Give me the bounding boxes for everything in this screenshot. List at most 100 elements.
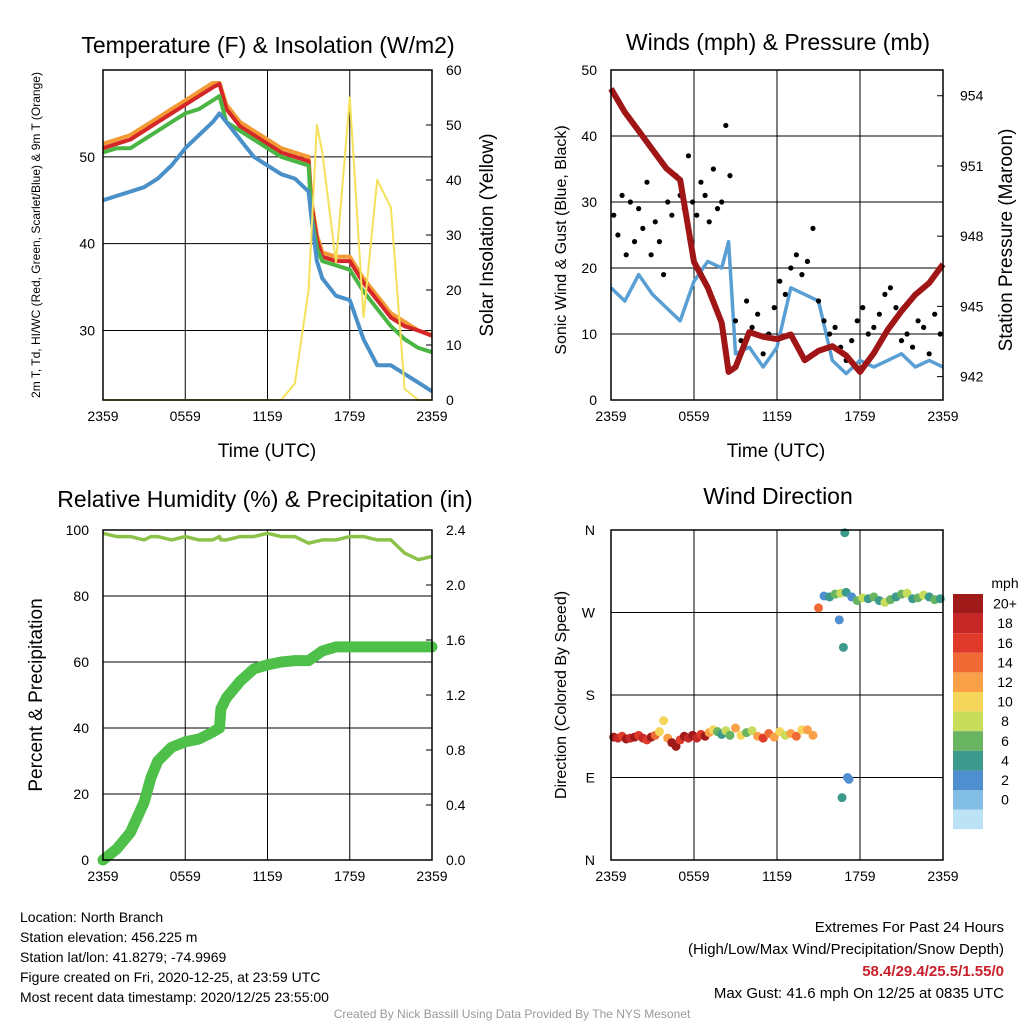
latlon-text: Station lat/lon: 41.8279; -74.9969 xyxy=(20,949,227,965)
y-tick-label: 0 xyxy=(81,852,89,868)
gust-point xyxy=(698,179,704,185)
gust-point xyxy=(832,324,838,330)
gust-point xyxy=(723,122,729,129)
y-right-axis-label: Solar Insolation (Yellow) xyxy=(477,133,498,336)
gust-point xyxy=(706,219,712,225)
chart-title: Relative Humidity (%) & Precipitation (i… xyxy=(57,486,472,512)
legend-swatch xyxy=(953,692,983,712)
y-right-tick-label: 942 xyxy=(960,369,984,385)
gust-point xyxy=(631,239,638,245)
y-axis-label: Direction (Colored By Speed) xyxy=(553,591,570,799)
y-tick-label: S xyxy=(586,687,595,703)
plot-border xyxy=(610,69,944,401)
x-tick-label: 2359 xyxy=(416,868,447,884)
y-tick-label: 40 xyxy=(581,128,597,144)
y-right-tick-label: 0.0 xyxy=(446,852,466,868)
gust-point xyxy=(760,351,766,357)
y-right-tick-label: 1.2 xyxy=(446,687,466,703)
gust-point xyxy=(656,239,663,245)
gust-point xyxy=(921,324,927,330)
gust-point xyxy=(623,252,629,258)
gust-point xyxy=(690,199,696,205)
gust-point xyxy=(743,298,750,304)
y-right-tick-label: 0 xyxy=(446,392,454,408)
legend-label: 8 xyxy=(1001,713,1009,729)
temp9m-line xyxy=(102,81,433,337)
legend-label: 4 xyxy=(1001,752,1009,768)
credit-text: Created By Nick Bassill Using Data Provi… xyxy=(333,1007,691,1021)
y-right-tick-label: 954 xyxy=(960,88,984,104)
legend-swatch xyxy=(953,750,983,771)
gust-point xyxy=(882,291,888,297)
legend-label: 12 xyxy=(997,674,1013,690)
gust-point xyxy=(793,252,799,258)
gust-point xyxy=(915,318,921,324)
y-tick-label: N xyxy=(585,522,595,538)
chart-title: Winds (mph) & Pressure (mb) xyxy=(626,29,930,55)
gust-point xyxy=(727,173,733,179)
pressure-line xyxy=(608,87,946,375)
direction-point xyxy=(808,730,818,740)
x-tick-label: 0559 xyxy=(678,408,709,424)
gust-point xyxy=(865,331,871,337)
gust-point xyxy=(926,351,932,357)
x-tick-label: 2359 xyxy=(87,408,118,424)
legend-swatch xyxy=(953,594,983,614)
heat_index-line xyxy=(102,94,433,355)
y-tick-label: W xyxy=(582,605,596,621)
legend-label: 18 xyxy=(997,615,1013,631)
gust-point xyxy=(755,311,761,317)
x-tick-label: 1759 xyxy=(844,408,875,424)
humidity-line xyxy=(102,531,433,562)
y-tick-label: 10 xyxy=(581,326,597,342)
wind-line xyxy=(609,239,944,376)
gust-point xyxy=(849,338,855,344)
direction-point xyxy=(659,716,669,726)
x-tick-label: 2359 xyxy=(595,408,626,424)
x-tick-label: 1759 xyxy=(844,868,875,884)
gust-point xyxy=(619,192,625,198)
gust-point xyxy=(898,338,905,344)
direction-point xyxy=(814,603,823,613)
y-tick-label: 0 xyxy=(589,392,597,408)
y-tick-label: 60 xyxy=(73,654,89,670)
gust-point xyxy=(826,331,833,337)
extremes-values: 58.4/29.4/25.5/1.55/0 xyxy=(862,963,1004,980)
legend-label: 14 xyxy=(997,654,1013,670)
x-axis-label: Time (UTC) xyxy=(727,441,826,462)
y-axis-label: Percent & Precipitation xyxy=(26,598,47,791)
gust-point xyxy=(782,291,788,297)
legend-swatch xyxy=(953,809,983,830)
gust-point xyxy=(640,225,646,231)
location-text: Location: North Branch xyxy=(20,909,164,925)
legend-swatch xyxy=(953,731,983,751)
gust-point xyxy=(615,232,621,238)
gust-point xyxy=(876,311,882,317)
y-right-tick-label: 20 xyxy=(446,282,462,298)
gust-point xyxy=(719,199,725,205)
y-right-tick-label: 945 xyxy=(960,298,984,314)
x-tick-label: 2359 xyxy=(595,868,626,884)
gust-point xyxy=(669,212,675,218)
legend-swatch xyxy=(953,790,983,810)
y-right-tick-label: 0.8 xyxy=(446,742,466,758)
chart-title: Temperature (F) & Insolation (W/m2) xyxy=(81,32,454,58)
extremes-subtitle: (High/Low/Max Wind/Precipitation/Snow De… xyxy=(688,941,1004,958)
legend-swatch xyxy=(953,613,983,634)
gust-point xyxy=(710,166,716,172)
gust-point xyxy=(644,179,650,185)
x-tick-label: 1159 xyxy=(252,408,282,424)
gust-point xyxy=(685,153,692,159)
x-tick-label: 1159 xyxy=(762,408,792,424)
direction-point xyxy=(731,723,740,733)
y-tick-label: 20 xyxy=(73,786,89,802)
legend-label: 20+ xyxy=(993,596,1017,612)
x-tick-label: 2359 xyxy=(87,868,118,884)
y-tick-label: 100 xyxy=(66,522,90,538)
legend-swatch xyxy=(953,652,983,673)
y-tick-label: 50 xyxy=(79,149,95,165)
gust-point xyxy=(854,318,860,324)
gust-point xyxy=(714,206,721,212)
y-tick-label: 30 xyxy=(79,323,95,339)
